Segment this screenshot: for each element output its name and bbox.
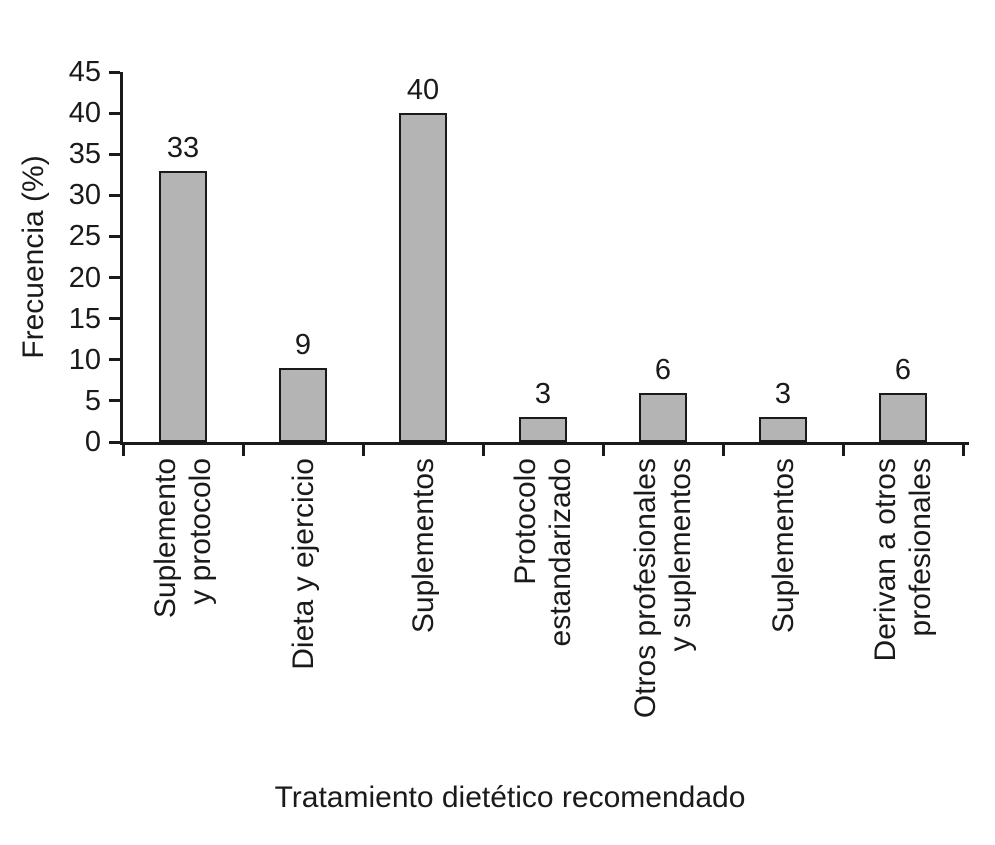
bar-value-label: 40 <box>406 74 440 107</box>
y-tick <box>109 440 120 444</box>
y-tick-label: 30 <box>68 179 101 212</box>
y-tick-label: 5 <box>84 384 101 417</box>
x-tick <box>121 445 125 456</box>
y-tick <box>109 358 120 362</box>
x-category-label-text: Derivan a otros profesionales <box>869 458 937 662</box>
bar-value-label: 9 <box>294 329 312 361</box>
bar <box>639 392 687 442</box>
bar <box>759 417 807 442</box>
bar-value-label: 3 <box>774 378 792 411</box>
bar-value-label: 3 <box>534 378 552 411</box>
x-tick <box>361 445 365 456</box>
x-axis-title: Tratamiento dietético recomendado <box>274 781 746 814</box>
y-tick-label: 10 <box>68 343 101 376</box>
x-tick <box>841 445 845 456</box>
x-tick <box>721 445 725 456</box>
x-category-label-text: Protocolo estandarizado <box>509 458 577 647</box>
bar <box>279 368 327 442</box>
x-category-label-text: Otros profesionales y suplementos <box>629 458 697 719</box>
y-tick-label: 45 <box>68 56 101 88</box>
y-tick-label: 0 <box>84 426 101 458</box>
x-axis-line <box>120 442 969 445</box>
y-tick-label: 35 <box>68 138 101 171</box>
x-tick <box>601 445 605 456</box>
y-tick <box>109 276 120 280</box>
x-tick <box>481 445 485 456</box>
bar-value-label: 6 <box>894 353 912 386</box>
y-tick <box>109 70 120 74</box>
bar-value-label: 33 <box>166 131 200 164</box>
x-category-label-text: Suplementos <box>766 458 800 634</box>
y-tick-label: 40 <box>68 97 101 130</box>
y-tick <box>109 234 120 238</box>
y-tick-label: 20 <box>68 261 101 294</box>
y-tick <box>109 152 120 156</box>
y-tick <box>109 317 120 321</box>
x-category-label-text: Dieta y ejercicio <box>286 458 320 670</box>
x-category-label-text: Suplementos <box>406 458 440 634</box>
x-category-label-text: Suplemento y protocolo <box>149 458 217 619</box>
y-tick-label: 25 <box>68 220 101 253</box>
y-tick <box>109 111 120 115</box>
y-tick <box>109 193 120 197</box>
bar <box>879 392 927 442</box>
y-tick-label: 15 <box>68 302 101 335</box>
bar <box>159 170 207 442</box>
bar <box>399 113 447 442</box>
x-tick <box>241 445 245 456</box>
x-tick <box>961 445 965 456</box>
y-axis-line <box>120 72 123 445</box>
y-tick <box>109 399 120 403</box>
bar <box>519 417 567 442</box>
bar-value-label: 6 <box>654 353 672 386</box>
